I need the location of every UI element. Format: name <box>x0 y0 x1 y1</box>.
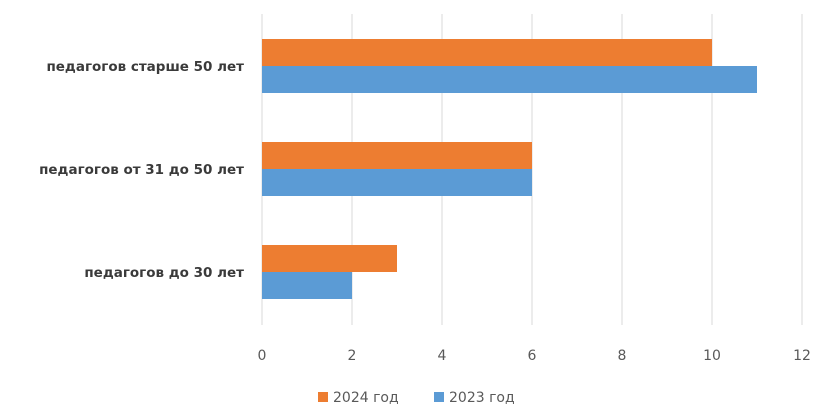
bar <box>262 272 352 299</box>
category-label: педагогов от 31 до 50 лет <box>39 162 244 178</box>
x-tick-label: 4 <box>438 348 447 364</box>
legend: 2024 год 2023 год <box>318 390 515 406</box>
x-tick-label: 8 <box>618 348 627 364</box>
category-labels: педагогов старше 50 лет педагогов от 31 д… <box>39 59 244 281</box>
bar <box>262 66 757 93</box>
x-tick-label: 0 <box>258 348 267 364</box>
category-label: педагогов старше 50 лет <box>46 59 244 75</box>
legend-label: 2023 год <box>449 390 515 406</box>
legend-swatch <box>318 392 328 402</box>
bars <box>262 39 757 299</box>
x-tick-label: 12 <box>793 348 811 364</box>
category-label: педагогов до 30 лет <box>84 265 244 281</box>
bar <box>262 245 397 272</box>
x-tick-label: 2 <box>348 348 357 364</box>
bar <box>262 169 532 196</box>
bar <box>262 142 532 169</box>
x-tick-labels: 0 2 4 6 8 10 12 <box>258 348 811 364</box>
legend-label: 2024 год <box>333 390 399 406</box>
x-tick-label: 6 <box>528 348 537 364</box>
bar <box>262 39 712 66</box>
x-tick-label: 10 <box>703 348 721 364</box>
legend-swatch <box>434 392 444 402</box>
